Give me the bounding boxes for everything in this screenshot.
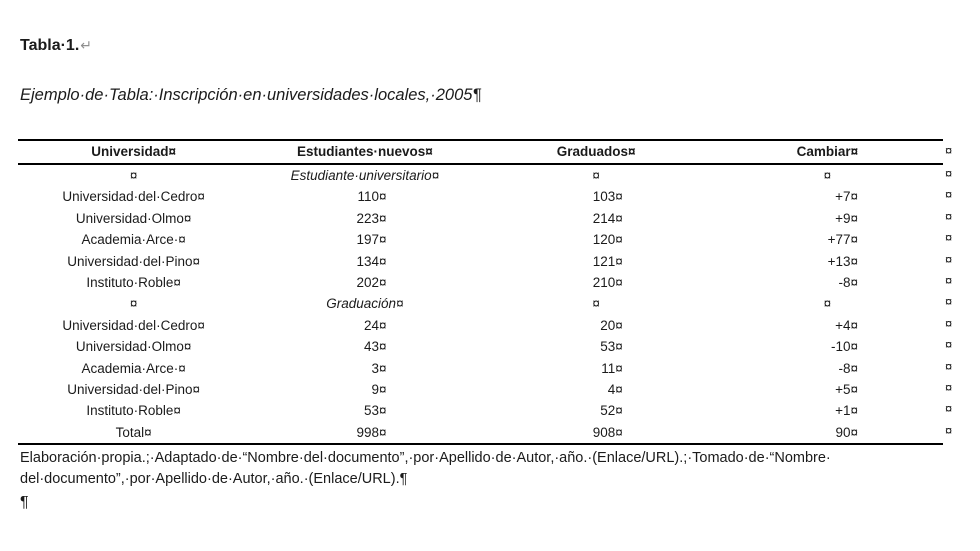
table-cell: +1¤ (835, 403, 858, 419)
table-cell: Academia·Arce·¤ (81, 232, 186, 248)
table-cell: 202¤ (356, 274, 387, 290)
table-note: Elaboración·propia.;·Adaptado·de·“Nombre… (20, 448, 831, 490)
table-cell: 998¤ (356, 424, 387, 440)
column-header-graduados: Graduados¤ (556, 144, 636, 159)
table-cell: Universidad·Olmo¤ (75, 339, 192, 355)
table-row: Instituto·Roble¤ 202¤ 210¤ -8¤ (18, 272, 943, 293)
table-row: Universidad·Olmo¤ 43¤ 53¤ -10¤ (18, 336, 943, 357)
table-note-line: del·documento”,·por·Apellido·de·Autor,·a… (20, 471, 408, 487)
table-number-heading: Tabla·1.↵ (20, 37, 92, 55)
table-caption: Ejemplo·de·Tabla:·Inscripción·en·univers… (20, 86, 481, 105)
total-row: Total¤ 998¤ 908¤ 90¤ (18, 422, 943, 443)
table-cell: 53¤ (600, 339, 623, 355)
row-end-marker: ¤ (945, 294, 953, 310)
table-cell: Instituto·Roble¤ (86, 274, 181, 290)
row-end-marker: ¤ (945, 337, 953, 353)
row-end-marker: ¤ (945, 315, 953, 331)
table-row: Academia·Arce·¤ 3¤ 11¤ -8¤ (18, 358, 943, 379)
table-caption-text: Ejemplo·de·Tabla:·Inscripción·en·univers… (20, 86, 473, 104)
table-cell: 110¤ (357, 189, 387, 205)
table-cell: 3¤ (371, 360, 387, 376)
row-end-marker: ¤ (945, 358, 953, 374)
line-break-mark-icon: ↵ (80, 37, 93, 53)
table-cell: 120¤ (592, 232, 623, 248)
row-end-marker: ¤ (945, 251, 953, 267)
table-cell: +9¤ (835, 210, 858, 226)
table-row: Universidad·Olmo¤ 223¤ 214¤ +9¤ (18, 208, 943, 229)
table-cell: ¤ (823, 296, 832, 312)
row-end-marker: ¤ (945, 143, 953, 158)
table-cell: -10¤ (830, 339, 858, 355)
section-row: ¤ Graduación¤ ¤ ¤ (18, 293, 943, 314)
table-cell: Universidad·del·Pino¤ (67, 253, 201, 269)
column-header-estudiantes-nuevos: Estudiantes·nuevos¤ (296, 144, 433, 159)
table-cell: 103¤ (592, 189, 623, 205)
row-end-marker: ¤ (945, 379, 953, 395)
table-cell: +13¤ (827, 253, 858, 269)
table-row: Academia·Arce·¤ 197¤ 120¤ +77¤ (18, 229, 943, 250)
table-cell: 223¤ (356, 210, 387, 226)
table-cell: 210¤ (592, 274, 623, 290)
section-label: Estudiante·universitario¤ (290, 168, 440, 183)
table-cell: +7¤ (835, 189, 858, 205)
table-cell: 20¤ (600, 317, 623, 333)
table-cell: ¤ (129, 168, 138, 183)
table-cell: ¤ (823, 168, 832, 183)
table-row: Universidad·del·Pino¤ 9¤ 4¤ +5¤ (18, 379, 943, 400)
table-header-row: Universidad¤ Estudiantes·nuevos¤ Graduad… (18, 141, 943, 165)
column-header-universidad: Universidad¤ (91, 144, 177, 159)
row-end-marker: ¤ (945, 401, 953, 417)
row-end-marker-column: ¤ ¤ ¤ ¤ ¤ ¤ ¤ ¤ ¤ ¤ ¤ ¤ ¤ ¤ (945, 139, 965, 441)
table-cell: ¤ (129, 296, 138, 312)
table-cell: -8¤ (838, 360, 858, 376)
table-cell: 121¤ (592, 253, 623, 269)
row-end-marker: ¤ (945, 230, 953, 246)
table-note-line: Elaboración·propia.;·Adaptado·de·“Nombre… (20, 450, 831, 466)
table-cell: 908¤ (592, 424, 623, 440)
table-cell: 43¤ (363, 339, 387, 355)
table-cell: 90¤ (835, 424, 858, 440)
table-row: Universidad·del·Pino¤ 134¤ 121¤ +13¤ (18, 251, 943, 272)
table-cell: +77¤ (827, 232, 858, 248)
table-cell: Universidad·del·Pino¤ (67, 381, 201, 397)
table-row: Universidad·del·Cedro¤ 110¤ 103¤ +7¤ (18, 186, 943, 207)
table-cell: ¤ (592, 168, 600, 183)
table-cell: 52¤ (600, 403, 623, 419)
table-cell: -8¤ (838, 274, 858, 290)
row-end-marker: ¤ (945, 166, 953, 181)
table-cell: 197¤ (356, 232, 387, 248)
table-cell: Universidad·del·Cedro¤ (62, 317, 205, 333)
table-cell: +4¤ (835, 317, 858, 333)
table-number-text: Tabla·1. (20, 37, 80, 54)
table-row: Instituto·Roble¤ 53¤ 52¤ +1¤ (18, 400, 943, 421)
table-cell: Universidad·del·Cedro¤ (62, 189, 205, 205)
table-cell: Total¤ (115, 424, 152, 440)
row-end-marker: ¤ (945, 272, 953, 288)
pilcrow-mark-icon: ¶ (472, 86, 482, 104)
table-cell: 24¤ (363, 317, 387, 333)
table-row: Universidad·del·Cedro¤ 24¤ 20¤ +4¤ (18, 315, 943, 336)
table-cell: Academia·Arce·¤ (81, 360, 186, 376)
enrollment-table: Universidad¤ Estudiantes·nuevos¤ Graduad… (18, 139, 943, 446)
table-cell: 9¤ (371, 381, 387, 397)
row-end-marker: ¤ (945, 422, 953, 438)
table-cell: ¤ (592, 296, 600, 312)
table-cell: Instituto·Roble¤ (86, 403, 181, 419)
section-label: Graduación¤ (326, 296, 404, 312)
table-cell: +5¤ (835, 381, 858, 397)
table-cell: 53¤ (363, 403, 387, 419)
column-header-cambiar: Cambiar¤ (796, 144, 859, 159)
row-end-marker: ¤ (945, 187, 953, 203)
table-cell: Universidad·Olmo¤ (75, 210, 192, 226)
row-end-marker: ¤ (945, 208, 953, 224)
section-row: ¤ Estudiante·universitario¤ ¤ ¤ (18, 165, 943, 186)
table-cell: 134¤ (356, 253, 387, 269)
pilcrow-mark-icon: ¶ (20, 494, 29, 511)
table-cell: 214¤ (592, 210, 623, 226)
table-cell: 4¤ (607, 381, 623, 397)
table-cell: 11¤ (601, 360, 623, 376)
